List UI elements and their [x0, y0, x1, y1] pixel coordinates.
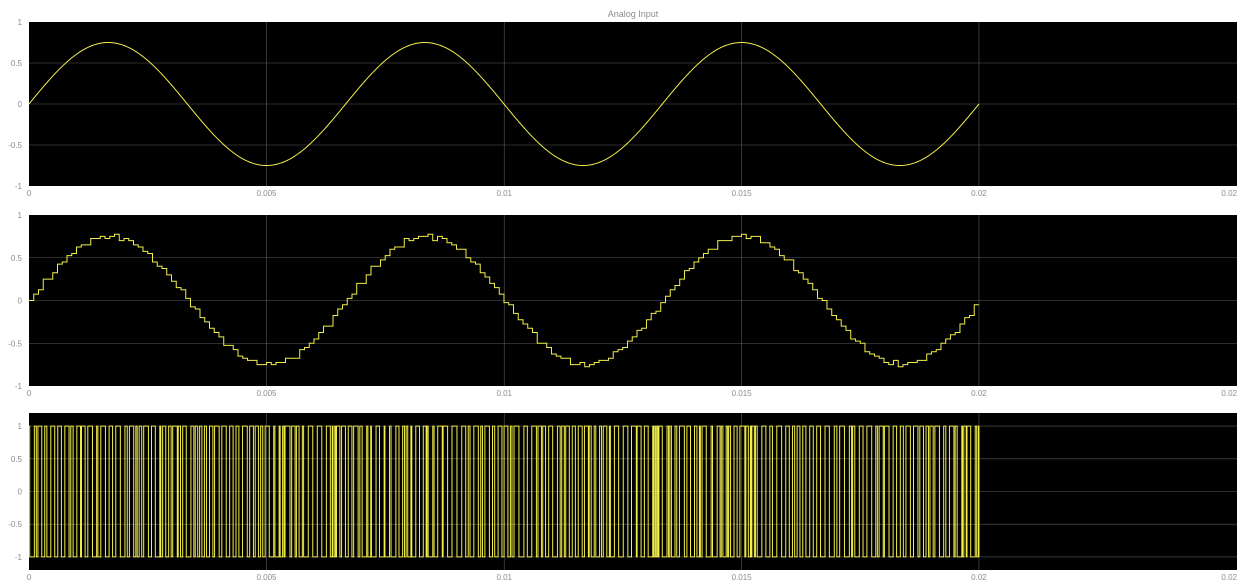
x-tick-label: 0: [27, 573, 32, 582]
y-tick-label: 1: [18, 211, 23, 220]
y-tick-label: 0.5: [11, 59, 23, 68]
chart-title: Analog Input: [608, 9, 659, 19]
y-tick-label: -0.5: [8, 141, 22, 150]
x-tick-label: 0.015: [732, 573, 753, 582]
x-tick-label: 0.01: [496, 389, 512, 398]
x-tick-label: 0.015: [732, 389, 753, 398]
y-tick-label: -0.5: [8, 520, 22, 529]
y-tick-label: 0: [18, 488, 23, 497]
signal-trace: [29, 233, 979, 368]
x-tick-label: 0.005: [256, 389, 277, 398]
x-tick-label: 0.01: [496, 573, 512, 582]
x-tick-label: 0.02: [1221, 573, 1237, 582]
y-tick-label: 0.5: [11, 455, 23, 464]
x-tick-label: 0.02: [971, 189, 987, 198]
scope-panel-pulses: 0 0.005 0.01 0.015 0.02 0.02 1 0.5 0 -0.5 -1: [8, 413, 1238, 582]
x-tick-label: 0.015: [732, 189, 753, 198]
x-tick-label: 0.005: [256, 573, 277, 582]
x-tick-label: 0.01: [496, 189, 512, 198]
x-tick-label: 0.02: [1221, 189, 1237, 198]
y-tick-label: 1: [18, 18, 23, 27]
x-tick-label: 0.02: [971, 573, 987, 582]
y-tick-label: -1: [15, 182, 23, 191]
x-tick-label: 0.02: [1221, 389, 1237, 398]
x-tick-label: 0.02: [971, 389, 987, 398]
scope-panel-analog-input: 0 0.005 0.01 0.015 0.02 0.02 1 0.5 0 -0.5 -1 Analog…: [8, 9, 1237, 198]
x-tick-label: 0: [27, 389, 32, 398]
scope-panel-quantized: 0 0.005 0.01 0.015 0.02 0.02 1 0.5 0 -0.5 -1: [8, 211, 1237, 398]
y-tick-label: 0.5: [11, 254, 23, 263]
x-tick-label: 0: [27, 189, 32, 198]
y-tick-label: -0.5: [8, 339, 22, 348]
signal-trace: [29, 425, 980, 558]
y-tick-label: 1: [18, 422, 23, 431]
y-tick-label: 0: [18, 297, 23, 306]
y-tick-label: -1: [15, 553, 23, 562]
x-tick-label: 0.005: [256, 189, 277, 198]
signal-trace: [28, 41, 980, 167]
y-tick-label: -1: [15, 382, 23, 391]
y-tick-label: 0: [18, 100, 23, 109]
